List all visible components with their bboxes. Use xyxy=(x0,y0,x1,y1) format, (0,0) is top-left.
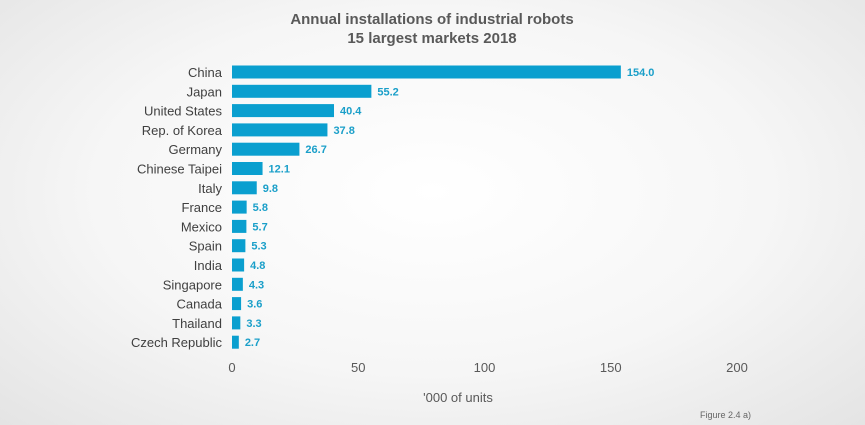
data-label: 4.8 xyxy=(250,260,265,272)
data-label: 37.8 xyxy=(333,125,354,137)
category-label: Singapore xyxy=(163,277,222,292)
bar xyxy=(232,104,335,118)
bar xyxy=(232,335,239,349)
figure-label: Figure 2.4 a) xyxy=(700,410,751,420)
bar xyxy=(232,181,257,195)
data-label: 9.8 xyxy=(263,183,278,195)
chart-title: Annual installations of industrial robot… xyxy=(290,11,573,28)
bar xyxy=(232,297,242,311)
category-label: Japan xyxy=(187,84,222,99)
data-label: 40.4 xyxy=(340,106,362,118)
x-tick-label: 150 xyxy=(600,360,622,375)
data-label: 3.3 xyxy=(246,318,261,330)
bar xyxy=(232,258,245,272)
category-label: Rep. of Korea xyxy=(142,123,223,138)
category-label: China xyxy=(188,65,223,80)
chart-subtitle: 15 largest markets 2018 xyxy=(347,30,516,47)
data-label: 4.3 xyxy=(249,279,264,291)
data-label: 12.1 xyxy=(269,164,290,176)
data-label: 5.3 xyxy=(251,241,266,253)
x-tick-label: 50 xyxy=(351,360,365,375)
category-label: Germany xyxy=(169,142,223,157)
category-label: India xyxy=(194,258,223,273)
data-label: 3.6 xyxy=(247,299,262,311)
category-label: Italy xyxy=(198,181,222,196)
data-label: 5.7 xyxy=(252,221,267,233)
bar xyxy=(232,219,247,233)
category-label: Canada xyxy=(176,297,222,312)
bar xyxy=(232,200,247,214)
bar xyxy=(232,239,246,253)
bar xyxy=(232,65,621,79)
data-label: 2.7 xyxy=(245,337,260,349)
category-label: France xyxy=(182,200,222,215)
x-tick-label: 0 xyxy=(228,360,235,375)
category-label: Thailand xyxy=(172,316,222,331)
bar xyxy=(232,123,328,137)
data-label: 26.7 xyxy=(305,144,326,156)
bar xyxy=(232,277,243,291)
bar xyxy=(232,162,263,175)
data-label: 55.2 xyxy=(377,86,398,98)
category-label: Czech Republic xyxy=(131,335,223,350)
category-label: United States xyxy=(144,104,223,119)
x-axis-label: '000 of units xyxy=(423,390,493,405)
bar xyxy=(232,142,300,156)
x-tick-label: 100 xyxy=(474,360,496,375)
x-tick-label: 200 xyxy=(726,360,748,375)
data-label: 154.0 xyxy=(627,67,655,79)
category-label: Spain xyxy=(189,239,222,254)
data-label: 5.8 xyxy=(253,202,268,214)
category-label: Mexico xyxy=(181,219,222,234)
bar xyxy=(232,84,372,98)
category-label: Chinese Taipei xyxy=(137,162,222,177)
bar xyxy=(232,316,241,330)
